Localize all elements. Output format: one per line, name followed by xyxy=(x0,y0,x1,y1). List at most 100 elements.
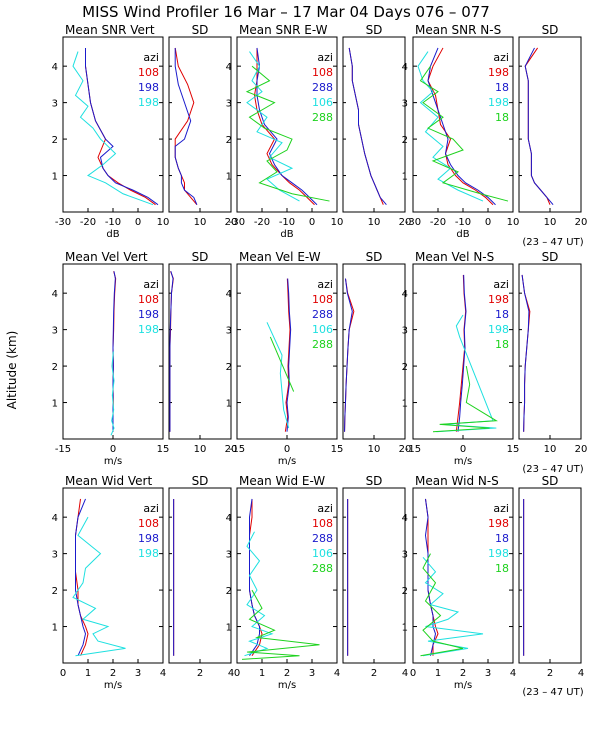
time-note-row3: (23 – 47 UT) xyxy=(522,687,583,698)
series-mean-line-106 xyxy=(246,51,300,202)
legend-entry: azi xyxy=(143,278,159,291)
legend-entry: 18 xyxy=(495,562,509,575)
x-tick-label: -30 xyxy=(229,217,245,228)
y-tick-label: 2 xyxy=(402,586,408,597)
series-mean-line-18 xyxy=(419,65,509,202)
x-tick-label: 2 xyxy=(284,668,290,679)
series-sd-line-198 xyxy=(174,47,198,205)
series-sd-line-198 xyxy=(169,271,174,432)
sd-title: SD xyxy=(542,474,559,488)
x-axis-label: m/s xyxy=(278,456,296,467)
legend-entry: 198 xyxy=(138,308,159,321)
legend-entry: 108 xyxy=(138,517,159,530)
x-tick-label: 0 xyxy=(135,217,141,228)
y-tick-label: 3 xyxy=(402,99,408,110)
x-tick-label: 0 xyxy=(485,217,491,228)
x-tick-label: 1 xyxy=(85,668,91,679)
series-mean-line-108 xyxy=(253,47,315,206)
y-tick-label: 2 xyxy=(52,586,58,597)
legend-entry: 106 xyxy=(312,547,333,560)
series-mean-line-18 xyxy=(432,365,498,433)
legend-entry: azi xyxy=(317,502,333,515)
sd-title: SD xyxy=(542,250,559,264)
series-mean-line-198 xyxy=(85,47,159,206)
legend-entry: 288 xyxy=(312,81,333,94)
legend-entry: 198 xyxy=(488,547,509,560)
legend-entry: 18 xyxy=(495,532,509,545)
y-tick-label: 1 xyxy=(226,172,232,183)
legend-entry: 198 xyxy=(488,96,509,109)
y-tick-label: 3 xyxy=(402,550,408,561)
legend-entry: azi xyxy=(493,502,509,515)
y-tick-label: 2 xyxy=(226,362,232,373)
series-sd-line-288 xyxy=(348,47,387,206)
x-axis-label: m/s xyxy=(278,680,296,691)
x-tick-label: 3 xyxy=(485,668,491,679)
x-tick-label: 4 xyxy=(160,668,166,679)
legend-entry: azi xyxy=(493,51,509,64)
sd-x-tick-label: 10 xyxy=(544,217,557,228)
y-tick-label: 2 xyxy=(52,135,58,146)
y-tick-label: 2 xyxy=(52,362,58,373)
sd-plot-frame xyxy=(342,487,406,664)
x-tick-label: 0 xyxy=(309,217,315,228)
x-tick-label: 0 xyxy=(460,444,466,455)
series-mean-line-18 xyxy=(424,498,437,656)
sd-x-tick-label: 10 xyxy=(194,444,207,455)
y-tick-label: 4 xyxy=(52,289,58,300)
legend-entry: azi xyxy=(493,278,509,291)
x-tick-label: 10 xyxy=(331,217,344,228)
panel-1: Mean SNR Vert SD 1 2 3 4 -30 -20 -10 0 10 dB 10 20 azi… xyxy=(52,23,238,240)
sd-plot-frame xyxy=(168,263,232,440)
x-tick-label: -10 xyxy=(279,217,295,228)
sd-title: SD xyxy=(542,23,559,37)
series-mean-line-288 xyxy=(286,278,292,432)
x-axis-label: m/s xyxy=(454,456,472,467)
series-mean-line-198 xyxy=(110,351,115,436)
legend-entry: 288 xyxy=(312,338,333,351)
sd-title: SD xyxy=(366,23,383,37)
y-tick-label: 1 xyxy=(52,623,58,634)
sd-x-tick-label: 10 xyxy=(194,217,207,228)
y-tick-label: 2 xyxy=(402,362,408,373)
x-tick-label: -15 xyxy=(405,444,421,455)
panel-5: Mean Vel E-W SD 1 2 3 4 -15 0 15 m/s 10 20 azi 108 288… xyxy=(226,250,412,467)
panel-3: Mean SNR N-S SD 1 2 3 4 -30 -20 -10 0 10 dB 10 20 azi 1… xyxy=(402,23,588,240)
series-sd-line-198 xyxy=(524,47,551,205)
sd-x-tick-label: 10 xyxy=(544,444,557,455)
series-sd-line-108 xyxy=(174,47,198,206)
y-tick-label: 1 xyxy=(402,399,408,410)
legend-entry: azi xyxy=(143,502,159,515)
x-tick-label: -30 xyxy=(55,217,71,228)
y-tick-label: 1 xyxy=(52,399,58,410)
legend-entry: 288 xyxy=(312,562,333,575)
legend-entry: 18 xyxy=(495,81,509,94)
x-axis-label: m/s xyxy=(104,680,122,691)
x-tick-label: -20 xyxy=(254,217,270,228)
y-axis-label: Altitude (km) xyxy=(5,331,19,410)
legend-entry: 106 xyxy=(312,96,333,109)
y-tick-label: 4 xyxy=(226,62,232,73)
sd-x-tick-label: 20 xyxy=(225,217,238,228)
y-tick-label: 1 xyxy=(226,623,232,634)
y-tick-label: 4 xyxy=(402,513,408,524)
sd-plot-frame xyxy=(518,263,582,440)
sd-x-tick-label: 4 xyxy=(228,668,234,679)
x-tick-label: 10 xyxy=(157,217,170,228)
sd-plot-frame xyxy=(518,487,582,664)
series-mean-line-108 xyxy=(249,498,263,656)
sd-x-tick-label: 10 xyxy=(368,444,381,455)
x-tick-label: 0 xyxy=(110,444,116,455)
sd-title: SD xyxy=(192,474,209,488)
legend-entry: 198 xyxy=(488,517,509,530)
legend-entry: 198 xyxy=(138,81,159,94)
panel-title: Mean Vel E-W xyxy=(239,250,321,264)
sd-x-tick-label: 10 xyxy=(368,217,381,228)
legend-entry: azi xyxy=(317,51,333,64)
series-mean-line-198 xyxy=(417,51,484,202)
sd-x-tick-label: 20 xyxy=(575,217,588,228)
legend-entry: 108 xyxy=(312,66,333,79)
series-mean-line-106 xyxy=(266,322,290,429)
